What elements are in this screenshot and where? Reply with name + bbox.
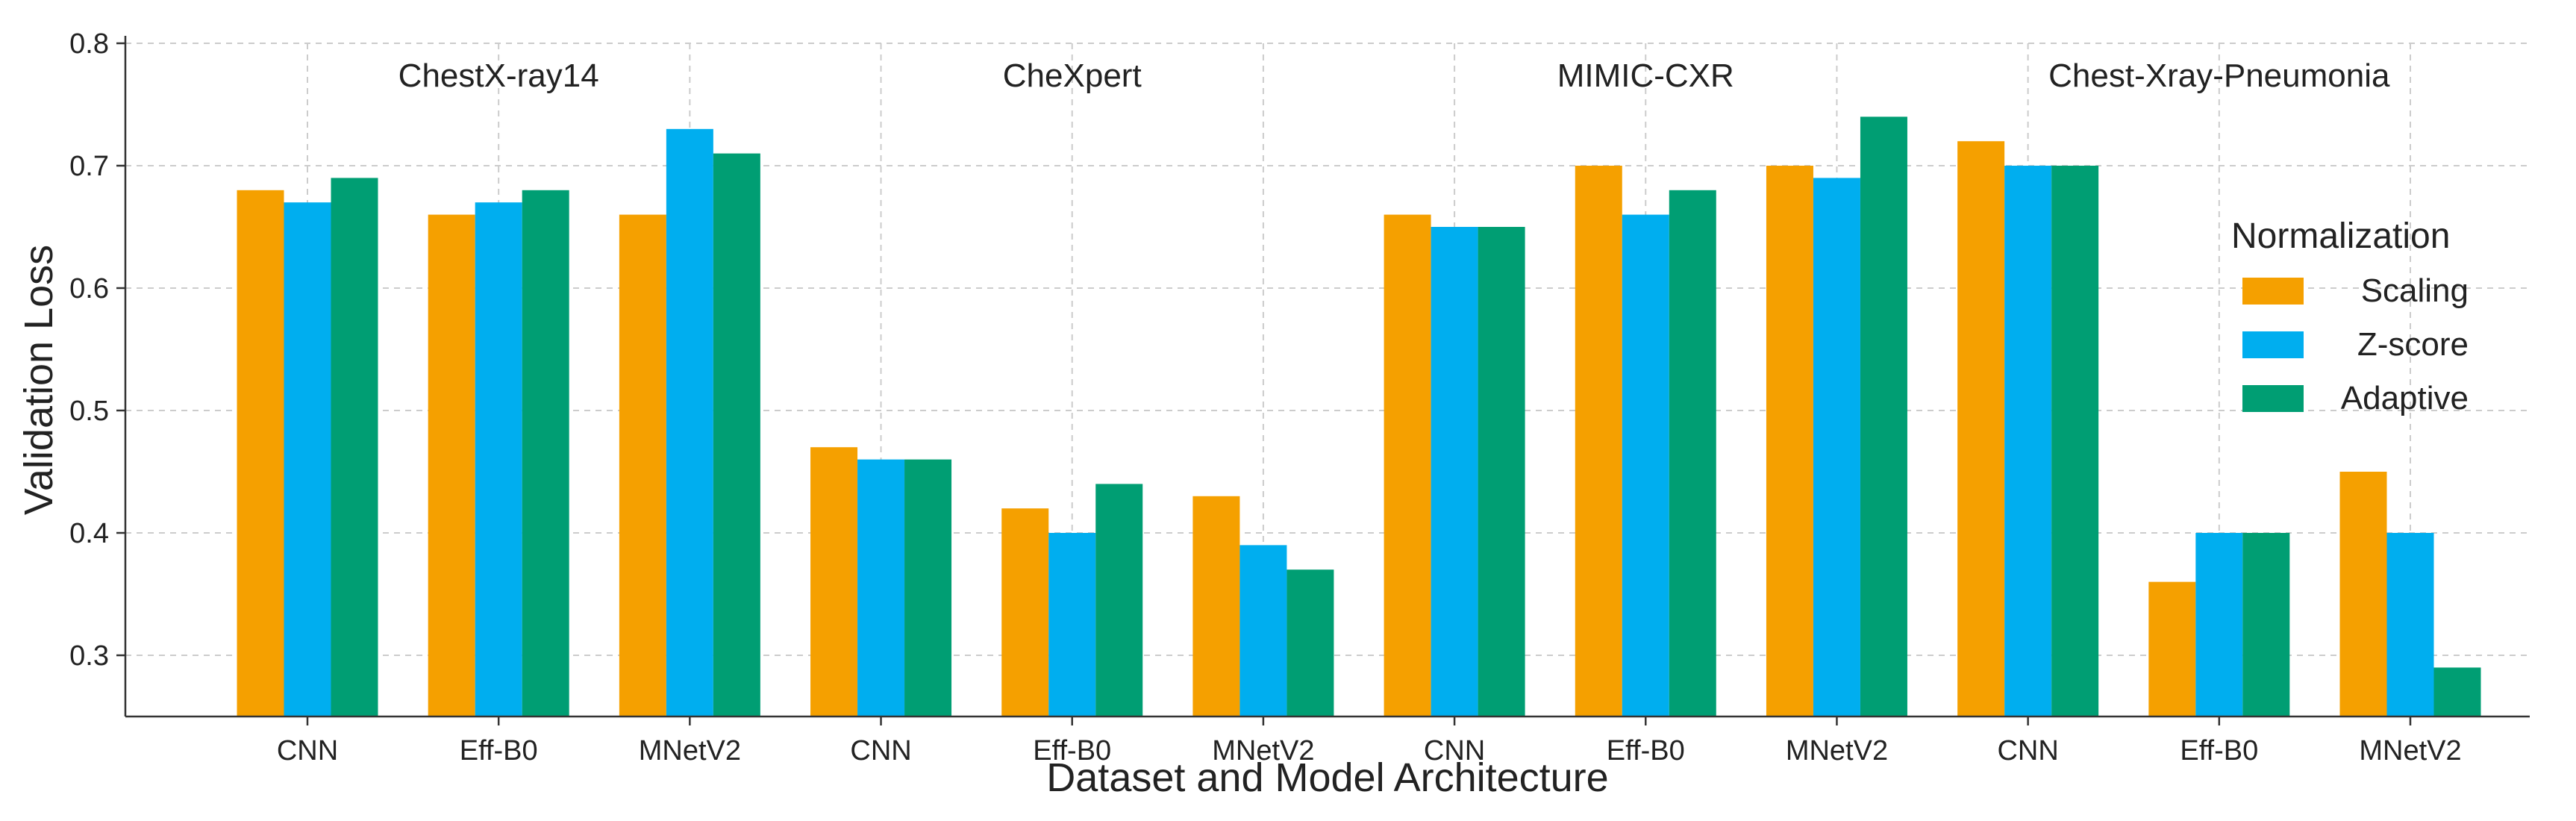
y-tick-label: 0.3 [69, 640, 109, 672]
y-tick-label: 0.5 [69, 396, 109, 427]
bar-z-score [1239, 545, 1287, 717]
bar-scaling [1192, 496, 1240, 717]
y-axis-title: Validation Loss [16, 245, 61, 515]
bar-scaling [237, 190, 284, 717]
bar-adaptive [1478, 227, 1525, 717]
bar-scaling [1957, 141, 2005, 717]
bar-scaling [428, 214, 475, 717]
legend-swatch [2242, 385, 2304, 412]
x-tick-label: Eff-B0 [2180, 735, 2258, 767]
legend-label: Adaptive [2341, 380, 2469, 416]
bar-scaling [1766, 166, 1813, 717]
bar-adaptive [1095, 484, 1143, 717]
x-tick-label: CNN [1997, 735, 2058, 767]
x-tick-label: Eff-B0 [1033, 735, 1111, 767]
bar-scaling [2148, 581, 2196, 717]
bar-adaptive [2433, 667, 2481, 717]
x-tick-label: MNetV2 [2359, 735, 2461, 767]
axes [124, 36, 2530, 718]
bar-scaling [1384, 214, 1431, 717]
bar-z-score [1431, 227, 1478, 717]
y-tick-label: 0.6 [69, 273, 109, 305]
bar-adaptive [2051, 166, 2099, 717]
dataset-title: Chest-Xray-Pneumonia [2048, 57, 2390, 94]
bar-scaling [1575, 166, 1622, 717]
bar-z-score [857, 459, 905, 717]
bar-scaling [810, 447, 858, 717]
bar-z-score [475, 202, 522, 717]
bar-scaling [2339, 472, 2387, 717]
x-axis-title: Dataset and Model Architecture [1046, 755, 1608, 800]
x-tick-label: CNN [850, 735, 911, 767]
x-tick-label: Eff-B0 [460, 735, 538, 767]
bar-adaptive [522, 190, 569, 717]
bar-adaptive [1860, 116, 1907, 717]
bar-scaling [1001, 508, 1049, 717]
bar-adaptive [904, 459, 952, 717]
dataset-titles: ChestX-ray14 CheXpert MIMIC-CXR Chest-Xray-… [398, 57, 2390, 94]
bar-z-score [1048, 533, 1096, 717]
x-tick-label: MNetV2 [1786, 735, 1888, 767]
bar-z-score [2386, 533, 2434, 717]
y-tick-label: 0.7 [69, 151, 109, 182]
dataset-title: ChestX-ray14 [398, 57, 599, 94]
bars [237, 116, 2481, 717]
bar-z-score [1622, 214, 1669, 717]
bar-z-score [2004, 166, 2052, 717]
bar-scaling [619, 214, 666, 717]
bar-adaptive [1669, 190, 1716, 717]
bar-adaptive [331, 178, 378, 717]
x-tick-label: CNN [277, 735, 338, 767]
legend-label: Scaling [2361, 272, 2469, 309]
dataset-title: CheXpert [1003, 57, 1142, 94]
bar-z-score [1813, 178, 1860, 717]
x-tick-labels: CNN Eff-B0 MNetV2 CNN Eff-B0 MNetV2 CNN Eff-B0 M… [277, 717, 2462, 767]
legend: Normalization Scaling Z-score Adaptive [2231, 216, 2469, 416]
y-tick-label: 0.4 [69, 518, 109, 549]
y-tick-label: 0.8 [69, 28, 109, 60]
bar-adaptive [2242, 533, 2290, 717]
bar-z-score [284, 202, 331, 717]
bar-adaptive [713, 153, 760, 717]
x-tick-label: Eff-B0 [1607, 735, 1685, 767]
legend-title: Normalization [2231, 216, 2450, 256]
bar-adaptive [1287, 569, 1334, 717]
legend-swatch [2242, 331, 2304, 358]
x-tick-label: MNetV2 [1212, 735, 1314, 767]
bar-z-score [2195, 533, 2243, 717]
y-tick-labels: 0.3 0.4 0.5 0.6 0.7 0.8 [69, 28, 125, 672]
bar-z-score [666, 128, 713, 717]
x-tick-label: CNN [1424, 735, 1485, 767]
dataset-title: MIMIC-CXR [1557, 57, 1734, 94]
legend-swatch [2242, 278, 2304, 305]
legend-label: Z-score [2357, 326, 2469, 363]
x-tick-label: MNetV2 [639, 735, 741, 767]
